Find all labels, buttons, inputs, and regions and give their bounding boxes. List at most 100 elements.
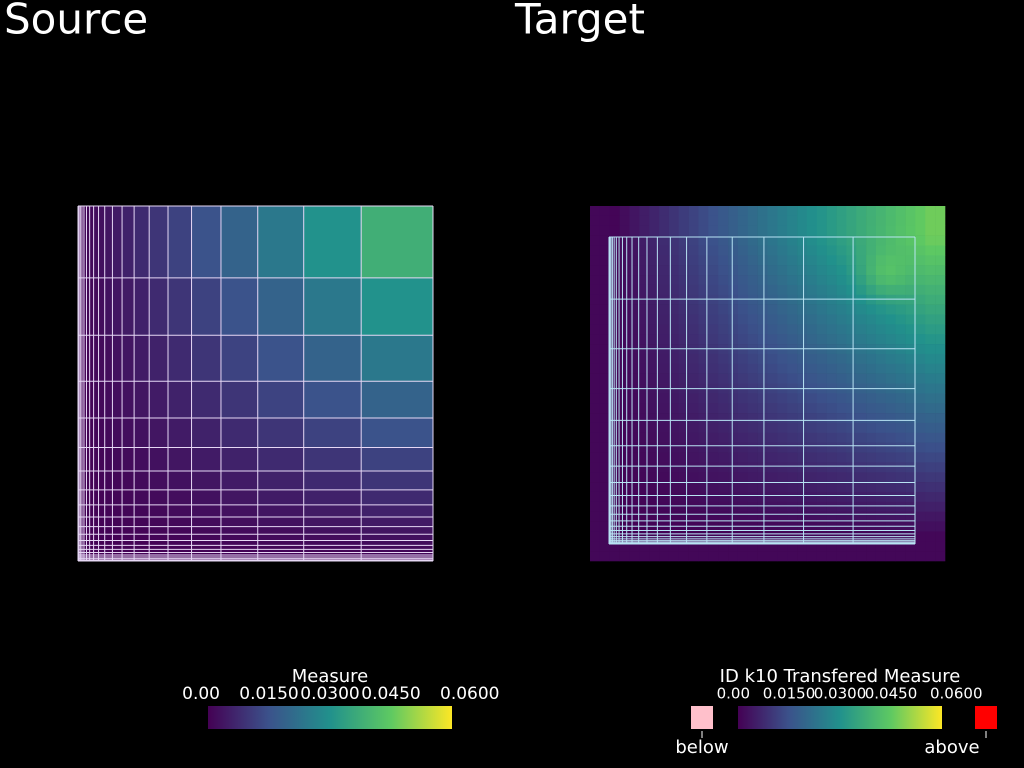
mesh-cell	[257, 504, 305, 518]
field-cell	[787, 353, 798, 365]
field-cell	[816, 373, 827, 384]
field-cell	[649, 334, 660, 345]
field-cell	[846, 541, 857, 552]
field-cell	[895, 472, 906, 483]
field-cell	[629, 452, 640, 463]
field-cell	[708, 206, 719, 217]
mesh-cell	[303, 552, 362, 556]
field-cell	[905, 393, 916, 404]
field-cell	[905, 541, 916, 552]
mesh-cell	[104, 470, 113, 491]
field-cell	[777, 353, 788, 365]
mesh-cell	[98, 504, 106, 518]
field-cell	[885, 422, 896, 434]
field-cell	[875, 491, 887, 503]
field-cell	[728, 235, 739, 246]
field-cell	[856, 373, 867, 384]
field-cell	[688, 245, 699, 256]
field-cell	[777, 452, 788, 463]
field-cell	[649, 353, 660, 365]
field-cell	[609, 255, 620, 266]
field-cell	[639, 491, 650, 503]
mesh-cell	[80, 549, 83, 553]
mesh-cell	[80, 526, 83, 535]
field-cell	[836, 304, 847, 315]
field-cell	[599, 215, 611, 227]
field-cell	[935, 206, 946, 217]
field-cell	[718, 551, 729, 562]
field-cell	[935, 324, 946, 335]
field-cell	[925, 314, 936, 325]
mesh-cell	[89, 557, 94, 559]
field-cell	[659, 314, 670, 325]
field-cell	[836, 403, 847, 414]
field-cell	[895, 373, 906, 384]
mesh-cell	[80, 335, 83, 382]
field-cell	[757, 432, 768, 443]
mesh-cell	[303, 504, 362, 518]
field-cell	[935, 422, 946, 434]
field-cell	[698, 334, 709, 345]
field-cell	[757, 206, 768, 217]
mesh-cell	[168, 470, 192, 491]
field-cell	[856, 265, 867, 276]
field-cell	[599, 521, 611, 532]
field-cell	[609, 511, 620, 522]
field-cell	[866, 255, 877, 266]
field-cell	[619, 403, 630, 414]
field-cell	[915, 294, 926, 305]
field-cell	[688, 413, 699, 424]
field-cell	[688, 541, 699, 552]
mesh-cell	[86, 381, 90, 419]
field-cell	[816, 314, 827, 325]
field-cell	[806, 225, 818, 236]
field-cell	[757, 413, 768, 424]
mesh-cell	[257, 470, 305, 491]
field-cell	[767, 462, 778, 473]
field-cell	[609, 452, 620, 463]
field-cell	[767, 452, 778, 463]
field-cell	[826, 334, 837, 345]
field-cell	[806, 501, 818, 512]
field-cell	[905, 206, 916, 217]
field-cell	[905, 275, 916, 286]
field-cell	[826, 373, 837, 384]
field-cell	[649, 511, 660, 522]
field-cell	[728, 403, 739, 414]
field-cell	[935, 501, 946, 512]
mesh-cell	[104, 516, 113, 527]
panel-title: Target	[514, 0, 645, 44]
field-cell	[590, 275, 601, 286]
field-cell	[629, 403, 640, 414]
field-cell	[737, 334, 749, 345]
field-cell	[925, 521, 936, 532]
field-cell	[757, 452, 768, 463]
field-cell	[935, 393, 946, 404]
mesh-cell	[81, 555, 85, 558]
mesh-cell	[168, 549, 192, 553]
mesh-cell	[303, 277, 362, 336]
field-cell	[915, 393, 926, 404]
mesh-cell	[86, 526, 90, 535]
mesh-cell	[122, 489, 135, 506]
field-cell	[639, 275, 650, 286]
mesh-cell	[134, 549, 150, 553]
field-cell	[609, 403, 620, 414]
field-cell	[698, 373, 709, 384]
field-cell	[718, 422, 729, 434]
field-cell	[915, 442, 926, 453]
field-cell	[609, 334, 620, 345]
field-cell	[925, 403, 936, 414]
field-cell	[905, 452, 916, 463]
field-cell	[915, 344, 926, 355]
field-cell	[767, 334, 778, 345]
mesh-cell	[81, 552, 85, 556]
mesh-cell	[112, 555, 123, 558]
mesh-cell	[303, 489, 362, 506]
mesh-cell	[89, 277, 94, 336]
field-cell	[856, 304, 867, 315]
field-cell	[688, 491, 699, 503]
field-cell	[668, 413, 680, 424]
field-cell	[826, 206, 837, 217]
mesh-cell	[81, 540, 85, 546]
